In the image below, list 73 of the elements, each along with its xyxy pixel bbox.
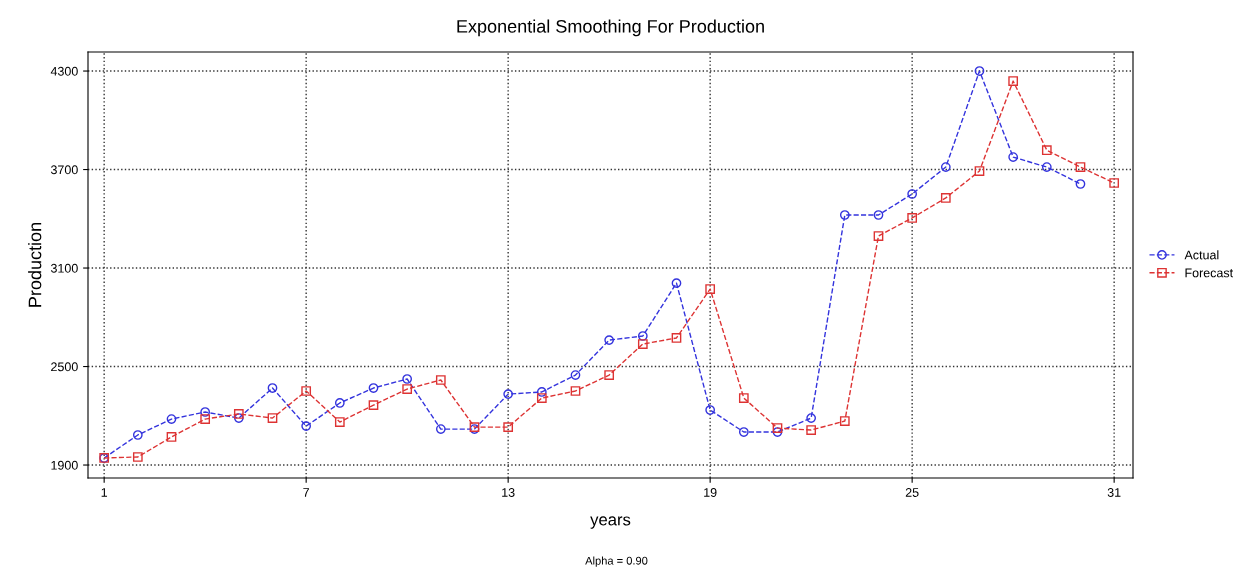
point bbox=[1075, 162, 1086, 172]
point bbox=[132, 452, 143, 462]
point bbox=[301, 386, 312, 396]
point bbox=[402, 374, 413, 384]
y-axis-title: Production bbox=[28, 223, 42, 307]
point bbox=[267, 413, 278, 423]
point bbox=[873, 210, 884, 220]
point bbox=[604, 335, 615, 345]
point bbox=[806, 413, 817, 423]
point bbox=[166, 414, 177, 424]
point bbox=[435, 375, 446, 385]
point bbox=[536, 387, 547, 397]
point bbox=[233, 413, 244, 423]
point bbox=[435, 424, 446, 434]
point bbox=[1109, 178, 1120, 188]
point bbox=[907, 189, 918, 199]
legend-label: Actual bbox=[1184, 250, 1219, 260]
x-tick-label: 1 bbox=[101, 488, 108, 497]
point bbox=[738, 393, 749, 403]
point bbox=[503, 389, 514, 399]
chart-title: Exponential Smoothing For Production bbox=[457, 19, 764, 37]
point bbox=[839, 210, 850, 220]
y-tick-label: 4300 bbox=[50, 66, 78, 76]
point bbox=[974, 166, 985, 176]
point bbox=[772, 423, 783, 433]
point bbox=[1041, 145, 1052, 156]
point bbox=[637, 339, 648, 349]
point bbox=[940, 162, 951, 172]
point bbox=[738, 427, 749, 437]
point bbox=[368, 400, 379, 410]
point bbox=[570, 386, 581, 396]
point bbox=[671, 278, 682, 289]
point bbox=[604, 370, 615, 380]
point bbox=[200, 407, 211, 417]
point bbox=[839, 416, 850, 426]
point bbox=[301, 421, 312, 431]
y-tick-label: 3100 bbox=[50, 263, 78, 273]
x-axis-title: years bbox=[590, 516, 631, 529]
point bbox=[1041, 162, 1052, 172]
point bbox=[806, 425, 817, 435]
point bbox=[233, 409, 244, 419]
point bbox=[1075, 179, 1086, 189]
point bbox=[570, 370, 581, 380]
text: Alpha = 0.90 bbox=[585, 556, 648, 567]
point bbox=[267, 383, 278, 393]
legend-label: Forecast bbox=[1185, 268, 1233, 278]
point bbox=[705, 405, 716, 415]
y-tick-label: 3700 bbox=[50, 165, 78, 175]
x-tick-label: 25 bbox=[905, 488, 919, 497]
point bbox=[671, 333, 682, 343]
point bbox=[940, 193, 951, 203]
point bbox=[1008, 76, 1019, 86]
x-tick-label: 13 bbox=[502, 488, 515, 497]
point bbox=[368, 383, 379, 393]
point bbox=[402, 384, 413, 394]
point bbox=[200, 414, 211, 424]
point bbox=[132, 430, 143, 440]
point bbox=[873, 231, 884, 241]
x-tick-label: 19 bbox=[704, 488, 717, 497]
point bbox=[907, 213, 918, 223]
point bbox=[705, 284, 716, 294]
point bbox=[772, 427, 783, 437]
point bbox=[536, 393, 547, 403]
y-tick-label: 1900 bbox=[51, 460, 78, 470]
point bbox=[1008, 152, 1019, 162]
y-tick-label: 2500 bbox=[51, 362, 78, 372]
point bbox=[334, 398, 345, 408]
point bbox=[334, 417, 345, 427]
point bbox=[503, 422, 514, 432]
point bbox=[166, 432, 177, 442]
x-tick-label: 7 bbox=[303, 488, 310, 497]
point bbox=[974, 66, 985, 76]
x-tick-label: 31 bbox=[1107, 488, 1121, 497]
